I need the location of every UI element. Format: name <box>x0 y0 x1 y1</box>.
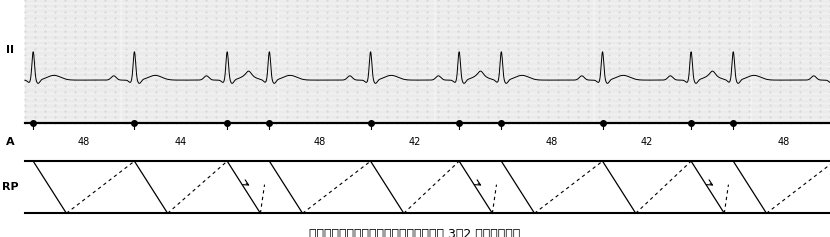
Text: 成对房性早植呼三联律、心房折返径路内 3：2 反向文氏现象: 成对房性早植呼三联律、心房折返径路内 3：2 反向文氏现象 <box>310 228 520 237</box>
Text: 48: 48 <box>546 137 558 147</box>
Text: A: A <box>6 137 14 147</box>
Text: II: II <box>6 45 14 55</box>
Text: 42: 42 <box>408 137 421 147</box>
Text: 48: 48 <box>314 137 326 147</box>
Text: 44: 44 <box>174 137 187 147</box>
Text: RP: RP <box>2 182 18 192</box>
Text: 48: 48 <box>778 137 790 147</box>
Text: 48: 48 <box>78 137 90 147</box>
Bar <box>25 0 830 123</box>
Text: 42: 42 <box>641 137 653 147</box>
